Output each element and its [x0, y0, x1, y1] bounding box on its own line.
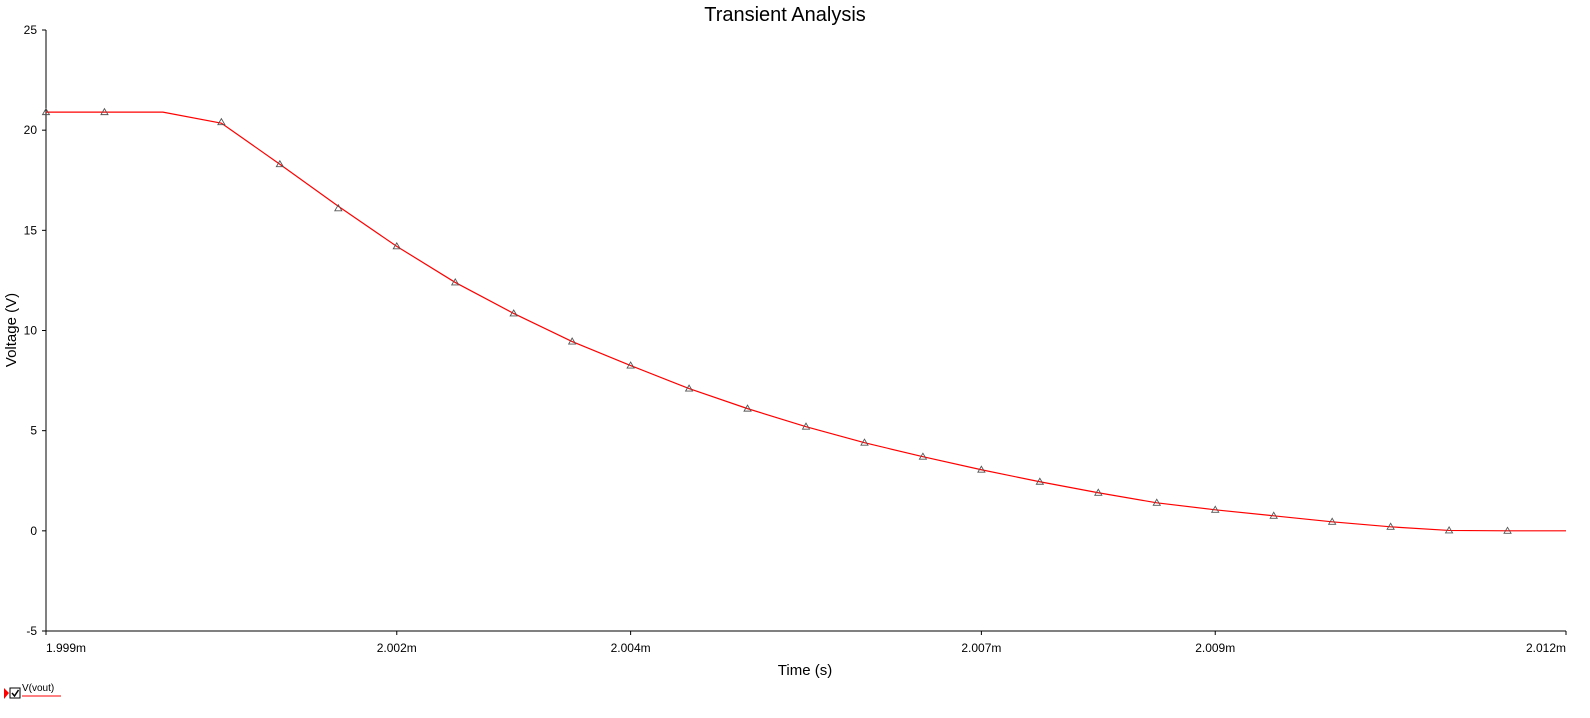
y-tick-label: 25 [24, 23, 38, 37]
data-point-marker [1152, 498, 1162, 506]
data-point-marker [1269, 511, 1278, 519]
data-point-marker [801, 422, 811, 430]
y-tick-label: -5 [26, 624, 37, 638]
data-point-marker [100, 107, 109, 116]
data-point-marker [977, 465, 986, 473]
legend[interactable]: V(vout) [4, 683, 61, 699]
check-icon [11, 689, 20, 698]
x-ticks: 1.999m 2.002m 2.004m 2.007m 2.009m 2.012m [45, 631, 1567, 655]
data-point-marker [626, 361, 635, 369]
data-point-marker [1444, 526, 1454, 534]
y-tick-label: 15 [24, 223, 38, 237]
y-tick-label: 10 [24, 324, 38, 338]
data-point-marker [41, 107, 51, 116]
series-line-vout [46, 111, 1566, 532]
x-tick-label: 2.009m [1195, 641, 1235, 655]
data-point-marker [509, 309, 518, 317]
axes [45, 30, 1566, 632]
x-tick-label: 2.007m [961, 641, 1001, 655]
y-tick-label: 0 [30, 524, 37, 538]
x-tick-label: 1.999m [46, 641, 86, 655]
data-point-marker [918, 452, 928, 460]
data-point-marker [1386, 522, 1395, 530]
data-point-marker [1210, 505, 1220, 513]
data-point-marker [567, 337, 577, 345]
data-point-marker [392, 241, 402, 250]
legend-label: V(vout) [22, 683, 54, 694]
x-tick-label: 2.012m [1526, 641, 1566, 655]
x-axis-label: Time (s) [778, 662, 832, 679]
x-tick-label: 2.004m [611, 641, 651, 655]
y-tick-label: 5 [30, 424, 37, 438]
data-point-marker [1094, 488, 1103, 496]
data-point-marker [1503, 526, 1512, 534]
chart-title: Transient Analysis [704, 4, 866, 26]
data-point-marker [217, 117, 226, 126]
data-point-marker [1327, 517, 1337, 525]
data-point-marker [743, 404, 752, 412]
data-point-marker [450, 278, 460, 286]
series-group [46, 111, 1566, 532]
y-tick-label: 20 [24, 123, 38, 137]
data-point-marker [334, 203, 343, 212]
data-point-marker [860, 438, 869, 446]
data-point-marker [275, 159, 285, 168]
legend-checkbox[interactable] [9, 687, 21, 699]
x-tick-label: 2.002m [377, 641, 417, 655]
data-point-marker [684, 384, 694, 392]
y-axis-label: Voltage (V) [3, 293, 20, 367]
y-ticks: 25 20 15 10 5 0 -5 [24, 23, 46, 638]
data-point-marker [1035, 477, 1045, 485]
marker-group [41, 107, 1512, 534]
legend-arrow-icon [4, 688, 9, 699]
